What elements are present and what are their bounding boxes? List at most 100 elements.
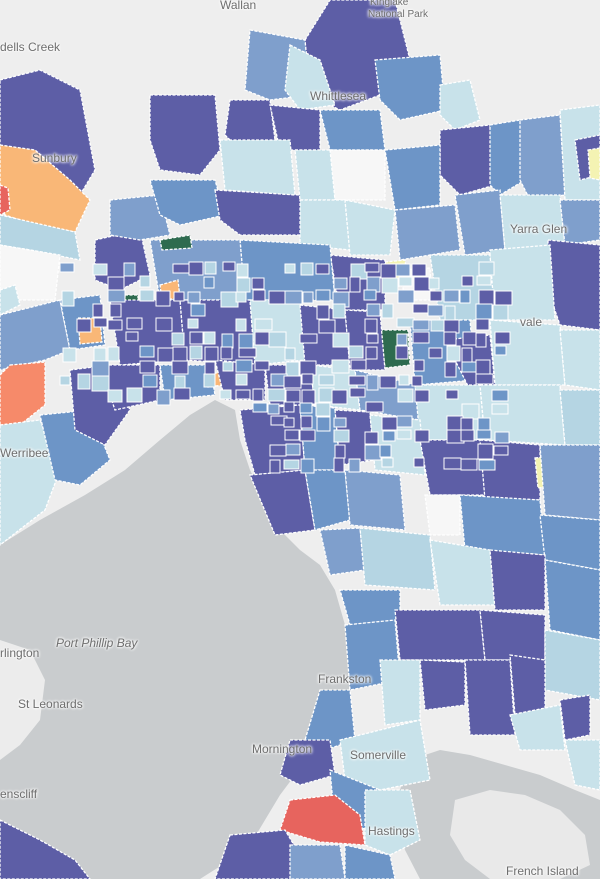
region-polygon[interactable] bbox=[289, 844, 346, 879]
suburb-tile[interactable] bbox=[235, 318, 247, 332]
suburb-tile[interactable] bbox=[300, 262, 314, 276]
suburb-tile[interactable] bbox=[349, 276, 361, 293]
suburb-tile[interactable] bbox=[299, 429, 316, 442]
suburb-tile[interactable] bbox=[107, 319, 123, 331]
region-polygon[interactable] bbox=[284, 44, 336, 111]
suburb-tile[interactable] bbox=[331, 389, 348, 405]
suburb-tile[interactable] bbox=[315, 263, 330, 275]
suburb-tile[interactable] bbox=[139, 275, 151, 288]
suburb-tile[interactable] bbox=[365, 346, 378, 360]
suburb-tile[interactable] bbox=[107, 276, 125, 292]
suburb-tile[interactable] bbox=[220, 346, 233, 360]
suburb-tile[interactable] bbox=[461, 403, 480, 420]
suburb-tile[interactable] bbox=[475, 318, 490, 331]
suburb-tile[interactable] bbox=[283, 375, 302, 389]
region-polygon[interactable] bbox=[379, 659, 421, 726]
region-polygon[interactable] bbox=[149, 179, 226, 226]
region-polygon[interactable] bbox=[439, 79, 481, 131]
suburb-tile[interactable] bbox=[396, 317, 415, 328]
suburb-tile[interactable] bbox=[190, 303, 206, 317]
suburb-tile[interactable] bbox=[462, 331, 477, 346]
suburb-tile[interactable] bbox=[460, 429, 475, 442]
suburb-tile[interactable] bbox=[364, 444, 382, 461]
suburb-tile[interactable] bbox=[254, 360, 270, 371]
suburb-tile[interactable] bbox=[395, 263, 411, 277]
suburb-tile[interactable] bbox=[478, 261, 495, 276]
suburb-tile[interactable] bbox=[173, 291, 185, 302]
suburb-tile[interactable] bbox=[332, 303, 346, 319]
suburb-tile[interactable] bbox=[478, 289, 495, 306]
suburb-tile[interactable] bbox=[59, 375, 71, 386]
suburb-tile[interactable] bbox=[203, 276, 215, 289]
suburb-tile[interactable] bbox=[443, 289, 460, 303]
region-polygon[interactable] bbox=[359, 527, 436, 591]
suburb-tile[interactable] bbox=[174, 375, 186, 390]
suburb-tile[interactable] bbox=[139, 360, 156, 374]
suburb-tile[interactable] bbox=[365, 401, 384, 413]
region-polygon[interactable] bbox=[374, 54, 446, 121]
region-polygon[interactable] bbox=[279, 739, 336, 786]
suburb-tile[interactable] bbox=[444, 361, 457, 378]
suburb-tile[interactable] bbox=[492, 304, 509, 321]
suburb-tile[interactable] bbox=[139, 345, 155, 358]
suburb-tile[interactable] bbox=[364, 431, 379, 445]
suburb-tile[interactable] bbox=[396, 415, 413, 428]
suburb-tile[interactable] bbox=[299, 402, 313, 414]
suburb-tile[interactable] bbox=[238, 333, 254, 349]
suburb-tile[interactable] bbox=[318, 374, 335, 386]
suburb-tile[interactable] bbox=[380, 263, 397, 279]
suburb-tile[interactable] bbox=[285, 443, 301, 456]
region-polygon[interactable] bbox=[544, 629, 600, 701]
suburb-tile[interactable] bbox=[123, 262, 136, 277]
suburb-tile[interactable] bbox=[107, 289, 126, 303]
suburb-tile[interactable] bbox=[413, 276, 431, 292]
suburb-tile[interactable] bbox=[299, 360, 317, 376]
suburb-tile[interactable] bbox=[411, 263, 427, 277]
suburb-tile[interactable] bbox=[300, 458, 315, 474]
region-polygon[interactable] bbox=[339, 719, 431, 791]
suburb-tile[interactable] bbox=[316, 304, 330, 320]
suburb-tile[interactable] bbox=[429, 290, 443, 302]
suburb-tile[interactable] bbox=[491, 389, 509, 402]
suburb-tile[interactable] bbox=[172, 346, 188, 362]
region-polygon[interactable] bbox=[429, 539, 496, 606]
suburb-tile[interactable] bbox=[299, 333, 318, 344]
region-polygon[interactable] bbox=[0, 819, 91, 879]
region-polygon[interactable] bbox=[224, 99, 276, 151]
suburb-tile[interactable] bbox=[333, 277, 348, 290]
suburb-tile[interactable] bbox=[414, 389, 430, 403]
suburb-tile[interactable] bbox=[350, 359, 367, 371]
suburb-tile[interactable] bbox=[284, 347, 296, 361]
suburb-tile[interactable] bbox=[235, 291, 247, 303]
region-polygon[interactable] bbox=[489, 119, 526, 196]
suburb-tile[interactable] bbox=[173, 387, 191, 401]
suburb-tile[interactable] bbox=[203, 331, 216, 345]
suburb-tile[interactable] bbox=[443, 331, 457, 346]
suburb-tile[interactable] bbox=[477, 443, 494, 460]
suburb-tile[interactable] bbox=[156, 389, 171, 406]
region-polygon[interactable] bbox=[424, 494, 461, 536]
region-polygon[interactable] bbox=[159, 234, 193, 251]
suburb-tile[interactable] bbox=[283, 401, 295, 413]
suburb-tile[interactable] bbox=[414, 429, 430, 443]
suburb-tile[interactable] bbox=[428, 277, 440, 290]
suburb-tile[interactable] bbox=[204, 346, 219, 362]
suburb-tile[interactable] bbox=[413, 457, 425, 468]
suburb-tile[interactable] bbox=[379, 375, 397, 389]
suburb-tile[interactable] bbox=[430, 319, 446, 332]
region-polygon[interactable] bbox=[344, 844, 396, 879]
region-polygon[interactable] bbox=[149, 94, 221, 176]
suburb-tile[interactable] bbox=[252, 289, 266, 302]
suburb-tile[interactable] bbox=[187, 318, 199, 329]
suburb-tile[interactable] bbox=[366, 303, 381, 317]
suburb-tile[interactable] bbox=[334, 444, 346, 459]
suburb-tile[interactable] bbox=[189, 345, 203, 360]
region-polygon[interactable] bbox=[559, 694, 591, 741]
suburb-tile[interactable] bbox=[92, 263, 108, 276]
suburb-tile[interactable] bbox=[381, 457, 394, 468]
suburb-tile[interactable] bbox=[493, 445, 509, 456]
region-polygon[interactable] bbox=[509, 704, 566, 751]
suburb-tile[interactable] bbox=[444, 305, 456, 321]
